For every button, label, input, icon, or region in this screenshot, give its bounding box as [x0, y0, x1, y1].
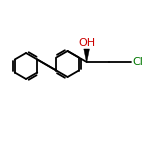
Text: Cl: Cl [133, 57, 143, 67]
Text: OH: OH [78, 38, 95, 47]
Polygon shape [84, 49, 89, 62]
